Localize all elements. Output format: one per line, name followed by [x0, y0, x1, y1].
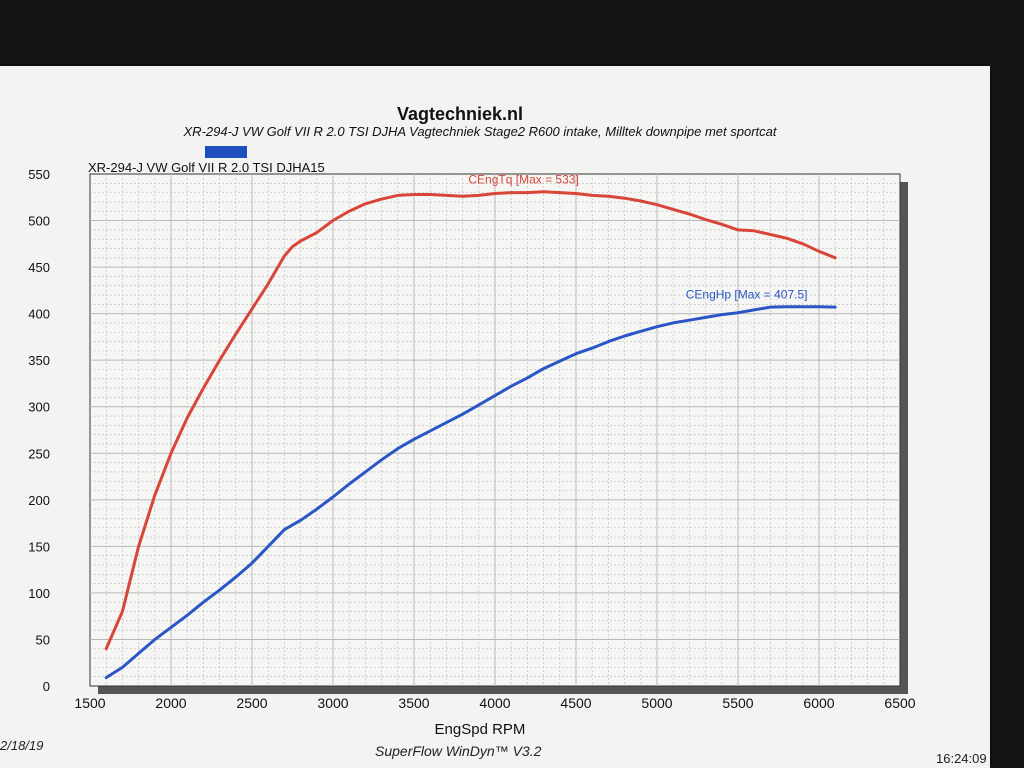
x-tick-label: 6000 [803, 695, 834, 711]
x-tick-label: 4000 [479, 695, 510, 711]
footer-time: 16:24:09 [936, 751, 987, 766]
dyno-chart: 1500 2000 2500 3000 3500 4000 4500 5000 5500 6000… [28, 167, 915, 738]
series-annotations: CEngTq [Max = 533] CEngHp [Max = 407.5] [468, 173, 807, 302]
legend-swatch [205, 146, 247, 158]
series-lines [104, 190, 837, 680]
dyno-printout: Vagtechniek.nl XR-294-J VW Golf VII R 2.… [0, 66, 990, 768]
series-line-cengtq [104, 190, 837, 651]
x-tick-label: 5000 [641, 695, 672, 711]
x-axis-label: EngSpd RPM [435, 721, 526, 738]
series-annotation-cengtq: CEngTq [Max = 533] [468, 173, 578, 187]
y-tick-label: 450 [28, 260, 50, 275]
x-tick-label: 3000 [317, 695, 348, 711]
y-tick-label: 150 [28, 539, 50, 554]
run-label: XR-294-J VW Golf VII R 2.0 TSI DJHA15 [88, 160, 325, 175]
y-tick-label: 50 [36, 632, 50, 647]
y-tick-label: 100 [28, 586, 50, 601]
y-tick-label: 550 [28, 167, 50, 182]
page-title: Vagtechniek.nl [396, 104, 524, 124]
x-tick-label: 4500 [560, 695, 591, 711]
footer-software: SuperFlow WinDyn™ V3.2 [375, 743, 542, 759]
y-tick-label: 250 [28, 446, 50, 461]
series-line-cenghp [104, 305, 837, 680]
page-subtitle: XR-294-J VW Golf VII R 2.0 TSI DJHA Vagt… [183, 124, 777, 139]
footer-date: 2/18/19 [0, 738, 44, 753]
y-tick-label: 300 [28, 400, 50, 415]
y-tick-label: 200 [28, 493, 50, 508]
series-annotation-cenghp: CEngHp [Max = 407.5] [686, 288, 808, 302]
y-tick-label: 0 [43, 679, 50, 694]
y-tick-label: 400 [28, 307, 50, 322]
x-tick-label: 2000 [155, 695, 186, 711]
x-tick-label: 5500 [722, 695, 753, 711]
x-tick-label: 2500 [236, 695, 267, 711]
x-tick-label: 1500 [74, 695, 105, 711]
y-tick-label: 350 [28, 353, 50, 368]
y-tick-label: 500 [28, 214, 50, 229]
x-tick-label: 3500 [398, 695, 429, 711]
grid [90, 174, 900, 686]
tick-labels: 1500 2000 2500 3000 3500 4000 4500 5000 5500 6000… [28, 167, 915, 711]
x-tick-label: 6500 [884, 695, 915, 711]
